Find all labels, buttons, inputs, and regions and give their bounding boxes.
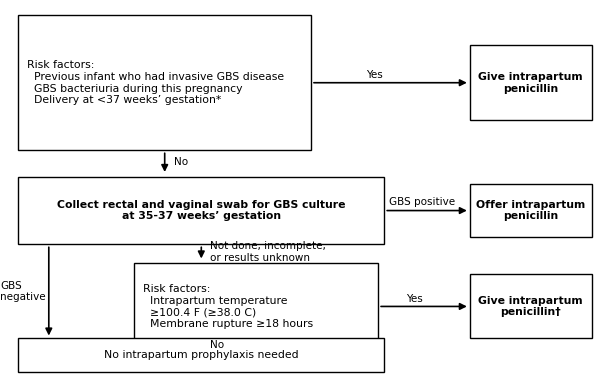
Text: Yes: Yes	[406, 294, 422, 304]
Text: GBS
negative: GBS negative	[0, 280, 46, 302]
FancyBboxPatch shape	[470, 274, 592, 338]
Text: GBS positive: GBS positive	[389, 197, 455, 207]
Text: No intrapartum prophylaxis needed: No intrapartum prophylaxis needed	[104, 350, 299, 360]
Text: No: No	[174, 158, 188, 167]
FancyBboxPatch shape	[134, 263, 378, 350]
Text: Not done, incomplete,
or results unknown: Not done, incomplete, or results unknown	[210, 241, 326, 263]
FancyBboxPatch shape	[470, 184, 592, 237]
Text: No: No	[210, 340, 224, 350]
FancyBboxPatch shape	[470, 45, 592, 120]
FancyBboxPatch shape	[18, 338, 384, 372]
Text: Risk factors:
  Intrapartum temperature
  ≥100.4 F (≥38.0 C)
  Membrane rupture : Risk factors: Intrapartum temperature ≥1…	[143, 284, 314, 329]
FancyBboxPatch shape	[18, 177, 384, 244]
Text: Give intrapartum
penicillin: Give intrapartum penicillin	[478, 72, 583, 94]
Text: Risk factors:
  Previous infant who had invasive GBS disease
  GBS bacteriuria d: Risk factors: Previous infant who had in…	[27, 60, 285, 105]
Text: Yes: Yes	[366, 70, 382, 80]
Text: Give intrapartum
penicillin†: Give intrapartum penicillin†	[478, 296, 583, 317]
Text: Offer intrapartum
penicillin: Offer intrapartum penicillin	[476, 200, 586, 221]
FancyBboxPatch shape	[18, 15, 311, 150]
Text: Collect rectal and vaginal swab for GBS culture
at 35-37 weeks’ gestation: Collect rectal and vaginal swab for GBS …	[57, 200, 345, 221]
